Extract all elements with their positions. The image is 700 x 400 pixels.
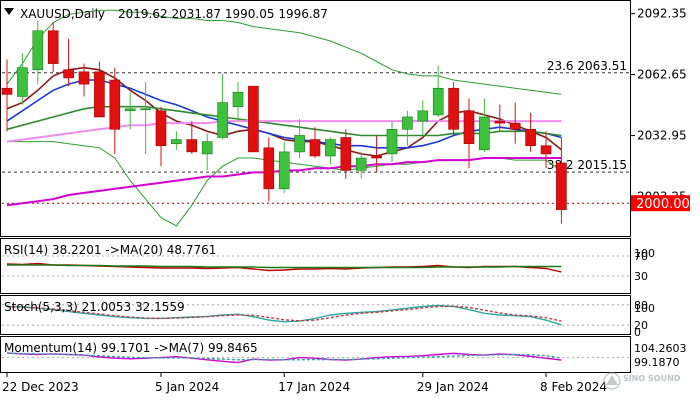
time-axis-label: 17 Jan 2024 bbox=[278, 380, 350, 394]
candle-bull bbox=[278, 151, 290, 190]
price-panel-frame bbox=[0, 0, 631, 237]
candle-bull bbox=[325, 139, 336, 157]
rsi-label: RSI(14) 38.2201 ->MA(20) 48.7761 bbox=[4, 243, 216, 257]
candle-bull bbox=[402, 116, 413, 130]
ohlc-label: 2019.62 2031.87 1990.05 1996.87 bbox=[118, 7, 328, 21]
candle-bear bbox=[340, 137, 352, 171]
momentum-label: Momentum(14) 99.1701 ->MA(7) 99.8465 bbox=[4, 341, 258, 355]
indicator-tick-label: 0 bbox=[634, 326, 641, 339]
candle-bear bbox=[448, 87, 459, 130]
candle-bear bbox=[186, 139, 198, 153]
candle-bear bbox=[309, 139, 321, 157]
momentum-ma-line bbox=[6, 352, 562, 361]
candle-bear bbox=[1, 87, 13, 95]
time-axis-label: 5 Jan 2024 bbox=[155, 380, 219, 394]
candle-bear bbox=[78, 71, 90, 85]
indicator-layer bbox=[2, 255, 630, 364]
candle-bull bbox=[140, 108, 151, 111]
candle-bear bbox=[109, 79, 121, 130]
candle-bull bbox=[217, 102, 228, 138]
rsi-ma-line bbox=[7, 264, 562, 269]
momentum-panel-frame bbox=[0, 336, 631, 373]
candle-bull bbox=[355, 157, 367, 171]
fib-level-label: 38.2 2015.15 bbox=[547, 158, 627, 172]
candle-bull bbox=[386, 128, 398, 155]
current-price-tag bbox=[631, 195, 690, 212]
indicator-tick-label: 80 bbox=[634, 299, 648, 312]
candle-bear bbox=[248, 85, 259, 153]
candle-bear bbox=[540, 145, 552, 155]
series-line-bb-upper bbox=[6, 9, 562, 95]
candle-bear bbox=[94, 71, 105, 118]
price-tick-label: 2062.65 bbox=[637, 68, 687, 82]
candle-bear bbox=[63, 69, 74, 79]
stoch-label: Stoch(5,3,3) 21.0053 32.1559 bbox=[4, 300, 185, 314]
candle-bear bbox=[263, 147, 275, 190]
candle-bull bbox=[32, 30, 44, 71]
watermark-text: SINO SOUND bbox=[623, 374, 681, 383]
price-tick-label: 2032.95 bbox=[637, 129, 687, 143]
candle-bull bbox=[232, 92, 244, 108]
candle-bear bbox=[463, 110, 475, 144]
candle-bear bbox=[47, 30, 59, 64]
candle-bull bbox=[479, 116, 490, 151]
time-axis-label: 22 Dec 2023 bbox=[2, 380, 79, 394]
candle-bull bbox=[17, 67, 28, 97]
price-tick-label: 2092.35 bbox=[637, 7, 687, 21]
indicator-tick-label: 30 bbox=[634, 270, 648, 283]
stoch-k-line bbox=[6, 304, 562, 326]
candle-bear bbox=[525, 128, 536, 147]
stoch-d-line bbox=[6, 305, 562, 322]
collapse-arrow-icon[interactable] bbox=[4, 8, 14, 15]
rsi-panel-frame bbox=[0, 238, 631, 294]
candle-bull bbox=[124, 108, 136, 112]
watermark: SINO SOUND bbox=[603, 372, 681, 390]
candle-bull bbox=[294, 135, 305, 153]
candle-bear bbox=[155, 110, 167, 147]
candle-bear bbox=[371, 155, 382, 159]
symbol-label: XAUUSD,Daily bbox=[20, 7, 105, 21]
watermark-triangle-icon bbox=[606, 375, 618, 385]
indicator-tick-label: 20 bbox=[634, 319, 648, 332]
current-price-tag-label: 2000.00 bbox=[636, 197, 690, 212]
series-line-ma50 bbox=[6, 120, 562, 143]
candle-bull bbox=[417, 110, 429, 122]
indicator-tick-label: 100 bbox=[634, 247, 655, 260]
stoch-panel-frame bbox=[0, 295, 631, 335]
indicator-tick-label: 99.1870 bbox=[634, 356, 680, 369]
time-axis-label: 8 Feb 2024 bbox=[540, 380, 607, 394]
candle-bear bbox=[494, 120, 506, 124]
candle-bear bbox=[509, 122, 521, 130]
indicator-tick-label: 70 bbox=[634, 250, 648, 263]
candle-bull bbox=[432, 87, 444, 116]
fib-level-label: 23.6 2063.51 bbox=[547, 59, 627, 73]
watermark-logo-icon bbox=[603, 372, 621, 390]
candle-bull bbox=[171, 139, 182, 144]
price-layer: 23.6 2063.51 38.2 2015.15 bbox=[1, 9, 630, 227]
candle-bull bbox=[201, 141, 213, 155]
candle-bear bbox=[556, 162, 567, 210]
time-axis-label: 29 Jan 2024 bbox=[417, 380, 489, 394]
indicator-tick-label: 104.2603 bbox=[634, 342, 687, 355]
indicator-tick-label: 100 bbox=[634, 302, 655, 315]
